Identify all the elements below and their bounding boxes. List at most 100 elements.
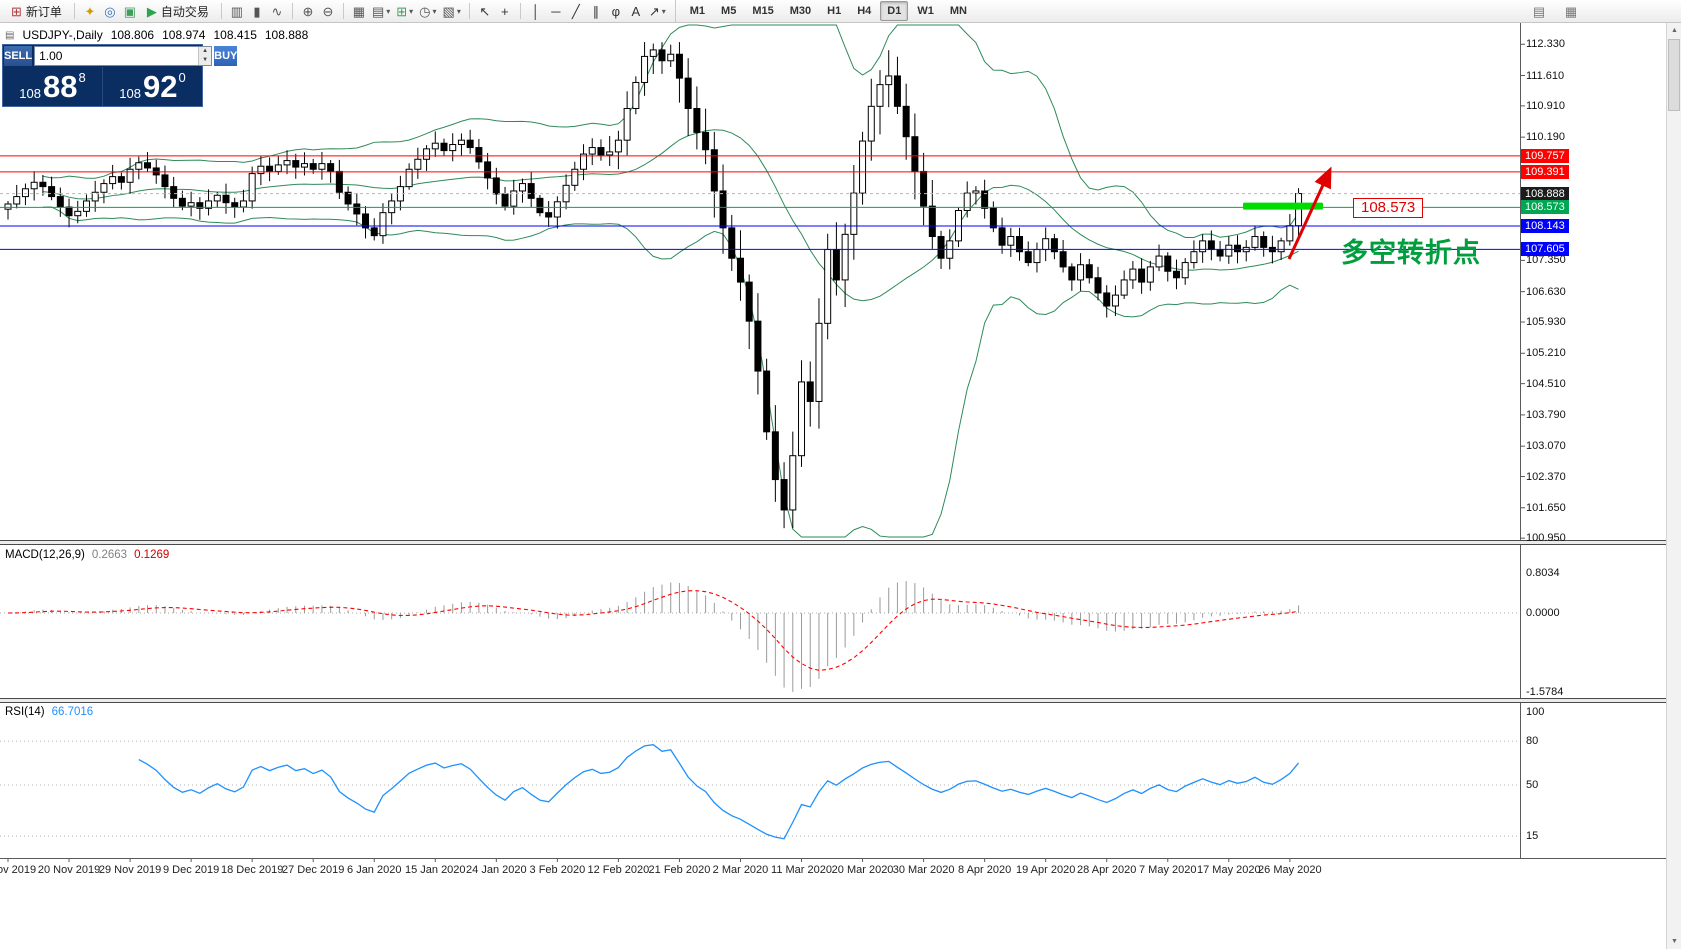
price-axis-label: 105.930 bbox=[1526, 316, 1566, 329]
price-level-label[interactable]: 108.573 bbox=[1353, 198, 1424, 218]
price-tag-109.391: 109.391 bbox=[1521, 164, 1569, 179]
price-axis-label: 110.910 bbox=[1526, 99, 1565, 112]
new-order-button[interactable]: ⊞ 新订单 bbox=[4, 1, 69, 21]
dropdown-caret-icon: ▾ bbox=[432, 6, 437, 16]
zoom-in-icon[interactable]: ⊕ bbox=[298, 1, 318, 21]
price-tag-108.573: 108.573 bbox=[1521, 200, 1569, 215]
profiles-button[interactable]: ◷ ▾ bbox=[416, 1, 439, 21]
print-icon[interactable]: ▤ bbox=[1529, 1, 1549, 21]
zoom-in-icon-glyph: ⊕ bbox=[302, 3, 314, 19]
timeframe-m1-button[interactable]: M1 bbox=[689, 5, 706, 17]
fibonacci-icon[interactable]: φ bbox=[606, 1, 626, 21]
buy-price-prefix: 108 bbox=[119, 86, 141, 101]
time-axis-label: 27 Dec 2019 bbox=[281, 864, 345, 876]
toolbar-separator bbox=[73, 3, 75, 19]
macd-axis-label: 0.0000 bbox=[1526, 607, 1560, 619]
time-axis-label: 29 Nov 2019 bbox=[98, 864, 162, 876]
arrow-objects-icon[interactable]: ↗ ▾ bbox=[646, 1, 669, 21]
rsi-axis-label: 100 bbox=[1526, 706, 1545, 718]
timeframe-h1-button[interactable]: H1 bbox=[827, 5, 842, 17]
tile-windows-icon[interactable]: ▦ bbox=[349, 1, 369, 21]
sell-price[interactable]: 108 88 8 bbox=[3, 67, 103, 106]
rsi-axis-label: 15 bbox=[1526, 830, 1539, 843]
terminal-icon[interactable]: ▣ bbox=[120, 1, 140, 21]
price-axis-label: 101.650 bbox=[1526, 501, 1566, 514]
time-axis-label: 19 Apr 2020 bbox=[1016, 864, 1076, 876]
vertical-line-icon[interactable]: │ bbox=[526, 1, 546, 21]
price-axis-label: 103.070 bbox=[1526, 440, 1566, 453]
timeframe-w1-button[interactable]: W1 bbox=[917, 5, 934, 17]
volume-input[interactable] bbox=[35, 47, 199, 65]
candlestick-chart-icon[interactable]: ▮ bbox=[247, 1, 267, 21]
timeframe-d1-button[interactable]: D1 bbox=[880, 1, 909, 21]
cursor-icon[interactable]: ↖ bbox=[475, 1, 495, 21]
time-axis-label: 15 Jan 2020 bbox=[404, 864, 466, 876]
rsi-value: 66.7016 bbox=[51, 706, 94, 718]
horizontal-line-icon-glyph: ─ bbox=[551, 3, 561, 19]
market-watch-icon-glyph: ✦ bbox=[84, 3, 96, 19]
vertical-scrollbar[interactable]: ▲ ▼ bbox=[1666, 23, 1681, 949]
window-layout-icon[interactable]: ▦ bbox=[1561, 1, 1581, 21]
horizontal-line-icon[interactable]: ─ bbox=[546, 1, 566, 21]
timeframe-mn-button[interactable]: MN bbox=[949, 5, 967, 17]
equidistant-channel-icon[interactable]: ∥ bbox=[586, 1, 606, 21]
macd-signal-value: 0.1269 bbox=[134, 549, 170, 561]
scroll-down-button[interactable]: ▼ bbox=[1671, 938, 1678, 945]
volume-increase-button[interactable]: ▲ bbox=[199, 47, 212, 56]
bar-chart-icon[interactable]: ▥ bbox=[227, 1, 247, 21]
macd-name: MACD(12,26,9) bbox=[5, 549, 85, 561]
window-layout-icon-glyph: ▦ bbox=[1564, 3, 1578, 19]
sell-button[interactable]: SELL bbox=[4, 46, 33, 66]
price-tag-107.605: 107.605 bbox=[1521, 242, 1569, 257]
dropdown-caret-icon: ▾ bbox=[409, 6, 414, 16]
dropdown-caret-icon: ▾ bbox=[386, 6, 391, 16]
new-order-glyph: ⊞ bbox=[11, 3, 22, 19]
price-axis-label: 102.370 bbox=[1526, 470, 1566, 483]
navigator-icon-glyph: ◎ bbox=[104, 3, 116, 19]
line-chart-icon[interactable]: ∿ bbox=[267, 1, 287, 21]
new-order-button-label: 新订单 bbox=[25, 4, 62, 19]
crosshair-icon[interactable]: + bbox=[495, 1, 515, 21]
trendline-icon-glyph: ╱ bbox=[571, 3, 580, 19]
time-axis-label: 18 Dec 2019 bbox=[220, 864, 284, 876]
pane-separator-rsi[interactable] bbox=[0, 698, 1666, 703]
pane-separator-macd[interactable] bbox=[0, 540, 1666, 545]
buy-price-big: 92 bbox=[142, 68, 178, 104]
time-axis-label: 20 Nov 2019 bbox=[37, 864, 101, 876]
time-axis-label: 12 Feb 2020 bbox=[587, 864, 650, 876]
price-axis-label: 111.610 bbox=[1526, 69, 1565, 82]
rsi-indicator-label: RSI(14) 66.7016 bbox=[5, 706, 93, 718]
toolbar-groups: ⊞ 新订单 ✦ ◎ ▣ ▶ 自动交易 ▥ ▮ ∿ ⊕ ⊖ ▦ ▤ ▾ ⊞ ▾ ◷ ▾ ▧ ▾ ↖ + │ ─ ╱ ∥ φ A ↗ ▾ bbox=[4, 0, 669, 22]
timeframe-h4-button[interactable]: H4 bbox=[857, 5, 872, 17]
zoom-out-icon[interactable]: ⊖ bbox=[318, 1, 338, 21]
zoom-out-icon-glyph: ⊖ bbox=[322, 3, 334, 19]
buy-button[interactable]: BUY bbox=[214, 46, 238, 66]
trendline-icon[interactable]: ╱ bbox=[566, 1, 586, 21]
toolbar-separator bbox=[519, 3, 521, 19]
sell-price-prefix: 108 bbox=[19, 86, 41, 101]
navigator-icon[interactable]: ◎ bbox=[100, 1, 120, 21]
crosshair-icon-glyph: + bbox=[501, 3, 509, 19]
timeframe-toolbar: M1 M5 M15 M30 H1 H4 D1 W1 MN bbox=[674, 0, 975, 22]
macd-axis-label: -1.5784 bbox=[1526, 685, 1564, 698]
templates-button[interactable]: ▧ ▾ bbox=[440, 1, 464, 21]
volume-decrease-button[interactable]: ▼ bbox=[199, 56, 212, 65]
buy-price-sup: 0 bbox=[178, 70, 186, 85]
price-axis-label: 105.210 bbox=[1526, 347, 1566, 360]
scrollbar-thumb[interactable] bbox=[1668, 39, 1680, 111]
text-icon[interactable]: A bbox=[626, 1, 646, 21]
timeframe-m30-button[interactable]: M30 bbox=[789, 5, 812, 17]
market-watch-icon[interactable]: ✦ bbox=[80, 1, 100, 21]
turning-point-annotation[interactable]: 多空转折点 bbox=[1341, 238, 1481, 268]
timeframe-m15-button[interactable]: M15 bbox=[752, 5, 774, 17]
new-chart-button[interactable]: ⊞ ▾ bbox=[393, 1, 416, 21]
buy-price[interactable]: 108 92 0 bbox=[103, 67, 202, 106]
volume-control: ▲ ▼ bbox=[34, 46, 213, 66]
timeframe-m5-button[interactable]: M5 bbox=[721, 5, 737, 17]
ohlc-open: 108.806 bbox=[110, 28, 155, 42]
scroll-up-button[interactable]: ▲ bbox=[1671, 27, 1678, 34]
arrange-windows-icon[interactable]: ▤ ▾ bbox=[369, 1, 393, 21]
autotrading-button[interactable]: ▶ 自动交易 bbox=[140, 1, 216, 21]
